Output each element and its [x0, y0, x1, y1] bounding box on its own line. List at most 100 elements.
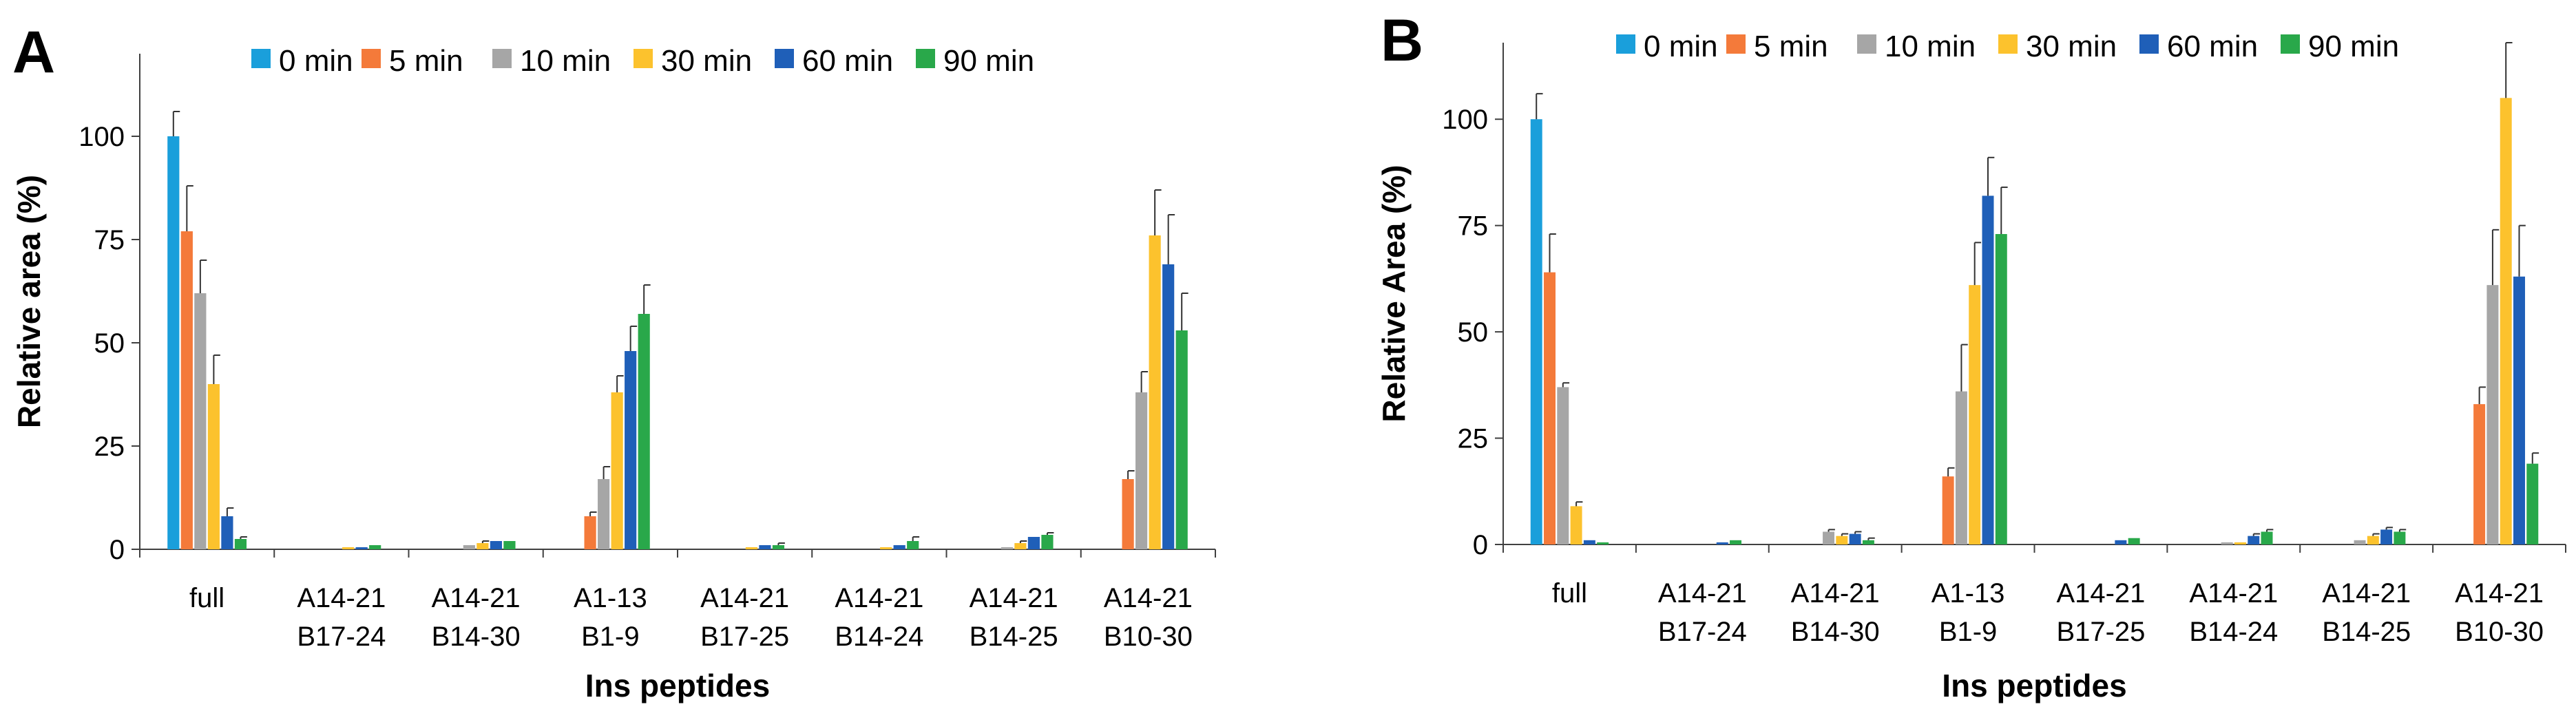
x-tick-label: A14-21 B14-24: [2189, 578, 2278, 647]
x-tick-label: A14-21 B10-30: [1104, 583, 1193, 652]
bar: [1027, 537, 1040, 549]
bar: [2380, 529, 2393, 544]
chart-b: 0 25 50 75 100 full A14-21 B17-24 A14-21 B14-30 A1…: [1376, 30, 2566, 703]
x-tick-label: A14-21 B14-25: [2322, 578, 2411, 647]
legend-swatch: [251, 49, 271, 68]
bar: [1942, 476, 1954, 544]
bar: [1862, 540, 1874, 544]
bar: [1849, 533, 1861, 544]
bar: [638, 314, 650, 549]
bar: [355, 547, 368, 549]
bar: [1982, 195, 1994, 544]
x-tick-label: A14-21 B10-30: [2455, 578, 2544, 647]
bar: [2115, 540, 2127, 544]
bar: [167, 136, 180, 549]
y-tick-label: 25: [94, 432, 125, 462]
y-axis-title: Relative area (%): [11, 175, 47, 428]
bar: [2221, 542, 2233, 544]
bar: [745, 547, 757, 549]
legend-label: 5 min: [389, 44, 463, 78]
bar: [1544, 272, 1556, 544]
bar: [1583, 540, 1595, 544]
legend-swatch: [1616, 34, 1635, 54]
x-axis-title: Ins peptides: [585, 668, 770, 703]
legend-label: 0 min: [279, 44, 353, 78]
y-tick-label: 25: [1458, 424, 1489, 454]
bar: [584, 516, 596, 549]
bar: [342, 547, 355, 549]
bar: [772, 545, 785, 549]
panel-label-a: A: [12, 19, 55, 85]
legend-swatch: [2139, 34, 2159, 54]
x-tick-label: A14-21 B17-25: [700, 583, 789, 652]
y-axis-title: Relative Area (%): [1376, 165, 1412, 422]
y-tick-label: 100: [78, 122, 125, 152]
y-tick-label: 75: [94, 225, 125, 255]
bar: [1969, 285, 1981, 544]
bar: [1716, 542, 1728, 544]
x-tick-label: A1-13 B1-9: [574, 583, 647, 652]
x-tick-label: A1-13 B1-9: [1931, 578, 2005, 647]
bar: [477, 543, 489, 549]
legend-label: 90 min: [2308, 30, 2399, 63]
bar: [1597, 542, 1609, 544]
bar: [2500, 98, 2512, 545]
x-tick-label: A14-21 B14-25: [970, 583, 1058, 652]
legend-label: 30 min: [661, 44, 752, 78]
bar: [234, 539, 247, 549]
bar: [2486, 285, 2499, 544]
bar: [1836, 536, 1848, 544]
legend-swatch: [775, 49, 794, 68]
legend-label: 5 min: [1754, 30, 1828, 63]
bar: [1730, 540, 1742, 544]
bar: [503, 541, 516, 549]
y-tick-label: 75: [1458, 211, 1489, 242]
bar: [2234, 542, 2246, 544]
x-tick-label: full: [1552, 578, 1587, 608]
bar: [2128, 538, 2140, 544]
legend-swatch: [362, 49, 381, 68]
y-tick-label: 0: [1473, 530, 1488, 560]
bar: [194, 293, 207, 549]
bar: [2394, 531, 2406, 544]
bar: [1149, 235, 1161, 549]
bar: [893, 545, 905, 549]
x-tick-label: A14-21 B17-24: [297, 583, 386, 652]
bar: [880, 547, 892, 549]
bar: [2526, 463, 2539, 544]
x-tick-label: A14-21 B14-24: [835, 583, 923, 652]
bar: [625, 351, 637, 549]
y-tick-label: 100: [1442, 105, 1488, 135]
bar: [1162, 264, 1175, 549]
legend-label: 60 min: [802, 44, 893, 78]
bar: [759, 545, 771, 549]
bar: [2354, 540, 2366, 544]
bar: [1530, 119, 1542, 545]
legend-label: 90 min: [943, 44, 1034, 78]
legend-label: 60 min: [2167, 30, 2258, 63]
x-tick-label: A14-21 B14-30: [432, 583, 521, 652]
legend-swatch: [916, 49, 935, 68]
y-tick-label: 0: [109, 535, 125, 565]
legend-swatch: [2281, 34, 2300, 54]
bar: [1041, 535, 1054, 549]
bar: [1955, 391, 1967, 544]
bar: [1122, 479, 1134, 549]
x-tick-label: A14-21 B14-30: [1791, 578, 1880, 647]
x-tick-label: A14-21 B17-24: [1658, 578, 1747, 647]
bar: [2248, 536, 2260, 544]
x-axis-title: Ins peptides: [1942, 668, 2126, 703]
bar: [598, 479, 610, 549]
legend-swatch: [633, 49, 653, 68]
legend-swatch: [1998, 34, 2018, 54]
bar: [1135, 392, 1148, 549]
x-tick-label: A14-21 B17-25: [2056, 578, 2145, 647]
bar: [1995, 234, 2007, 544]
legend-label: 10 min: [520, 44, 611, 78]
y-tick-label: 50: [94, 328, 125, 359]
bar: [207, 384, 220, 549]
bar: [611, 392, 623, 549]
bar: [1570, 506, 1582, 544]
bar: [2367, 536, 2379, 544]
bar: [1001, 547, 1013, 549]
